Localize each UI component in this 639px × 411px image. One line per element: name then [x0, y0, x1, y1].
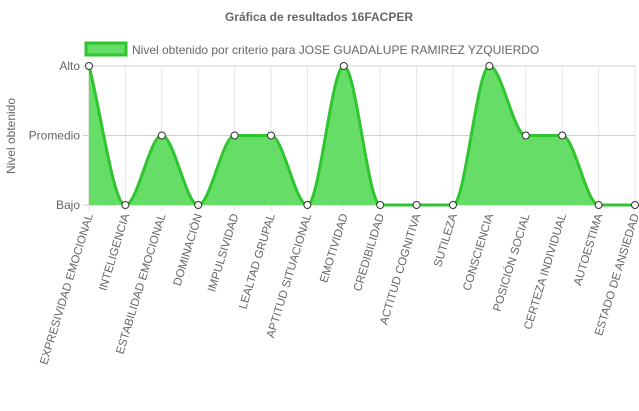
data-point — [594, 201, 603, 209]
legend-swatch — [84, 41, 128, 57]
data-point — [230, 131, 239, 140]
data-point — [631, 201, 639, 209]
data-points — [85, 62, 639, 209]
data-point — [194, 201, 203, 209]
data-point — [157, 131, 166, 140]
x-tick-label: DOMINACIÓN — [171, 212, 205, 287]
data-point — [267, 131, 275, 140]
x-tick-label: CREDIBILIDAD — [352, 212, 387, 293]
data-point — [412, 201, 421, 209]
x-tick-label: POSICIÓN SOCIAL — [491, 212, 533, 314]
data-point — [376, 201, 385, 209]
data-point — [339, 62, 348, 70]
data-point — [449, 201, 457, 209]
legend-label: Nivel obtenido por criterio para JOSE GU… — [132, 43, 539, 57]
y-tick-label: Alto — [59, 59, 80, 73]
x-tick-label: SUTILEZA — [432, 212, 460, 268]
x-tick-label: CONSCIENCIA — [461, 212, 496, 292]
y-tick-label: Bajo — [56, 198, 80, 212]
x-tick-label: EXPRESIVIDAD EMOCIONAL — [38, 212, 96, 366]
y-tick-label: Promedio — [29, 129, 81, 143]
data-point — [485, 62, 494, 70]
data-point — [85, 62, 93, 70]
x-tick-label: AUTOESTIMA — [572, 212, 605, 287]
x-tick-label: EMOTIVIDAD — [318, 212, 350, 284]
x-tick-label: ACTITUD COGNITIVA — [378, 212, 423, 326]
x-tick-label: INTELIGENCIA — [97, 212, 132, 292]
legend[interactable]: Nivel obtenido por criterio para JOSE GU… — [84, 41, 539, 57]
data-point — [303, 201, 312, 209]
x-tick-label: LEALTAD GRUPAL — [237, 212, 278, 311]
x-tick-label: CERTEZA INDIVIDUAL — [522, 212, 569, 331]
x-tick-label: IMPULSIVIDAD — [206, 212, 241, 293]
data-point — [521, 131, 530, 140]
chart-title: Gráfica de resultados 16FACPER — [225, 10, 413, 24]
x-tick-labels: EXPRESIVIDAD EMOCIONAL INTELIGENCIAESTABI… — [38, 212, 639, 367]
data-point — [558, 131, 567, 140]
y-axis-label: Nivel obtenido — [4, 98, 18, 174]
data-point — [121, 201, 130, 209]
y-tick-labels: Bajo Promedio Alto — [29, 59, 81, 212]
